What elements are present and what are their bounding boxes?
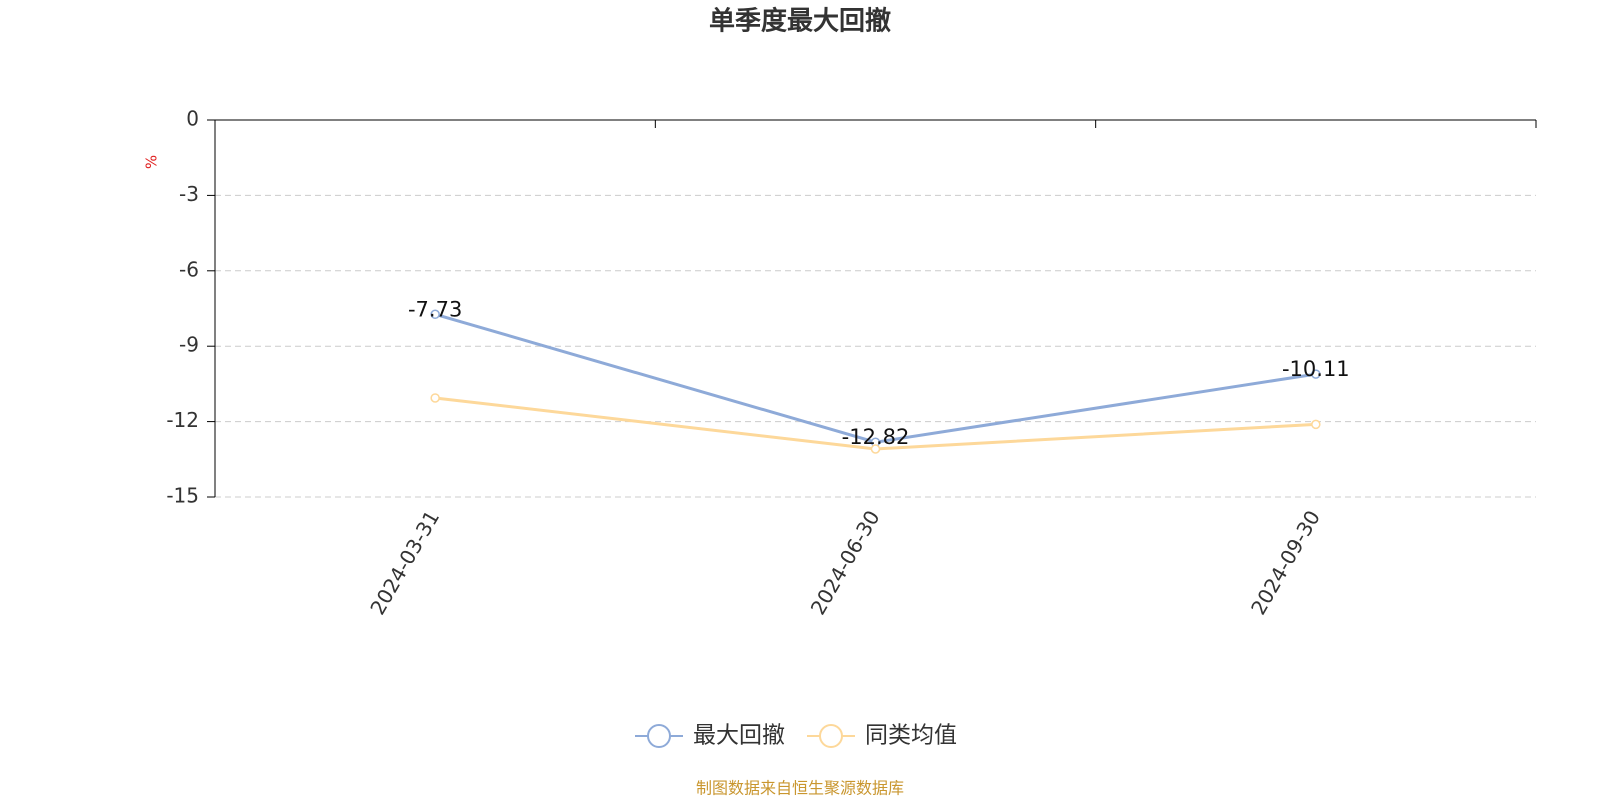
x-tick-label: 2024-09-30 xyxy=(1246,506,1325,619)
y-tick-label: -9 xyxy=(179,333,199,357)
data-label: -7.73 xyxy=(408,297,462,321)
point xyxy=(430,309,440,320)
y-tick-label: -12 xyxy=(166,408,199,432)
series-line xyxy=(434,312,1317,444)
point xyxy=(870,444,881,454)
source-note: 制图数据来自恒生聚源数据库 xyxy=(696,779,904,798)
point xyxy=(1311,369,1321,379)
point xyxy=(430,393,440,403)
y-tick-label: -15 xyxy=(166,484,199,508)
legend-marker xyxy=(647,724,671,748)
legend-marker xyxy=(819,724,843,748)
y-tick-label: -3 xyxy=(179,182,199,206)
y-tick-label: 0 xyxy=(186,107,199,131)
y-tick-label: -6 xyxy=(179,257,199,281)
legend-label: 同类均值 xyxy=(865,723,957,749)
y-axis-label: % xyxy=(143,155,161,169)
chart-title: 单季度最大回撤 xyxy=(709,6,891,37)
legend-label: 最大回撤 xyxy=(693,723,785,749)
point xyxy=(1311,419,1321,430)
x-tick-label: 2024-06-30 xyxy=(806,506,885,619)
data-label: -10.11 xyxy=(1282,357,1350,381)
x-tick-label: 2024-03-31 xyxy=(365,506,444,619)
